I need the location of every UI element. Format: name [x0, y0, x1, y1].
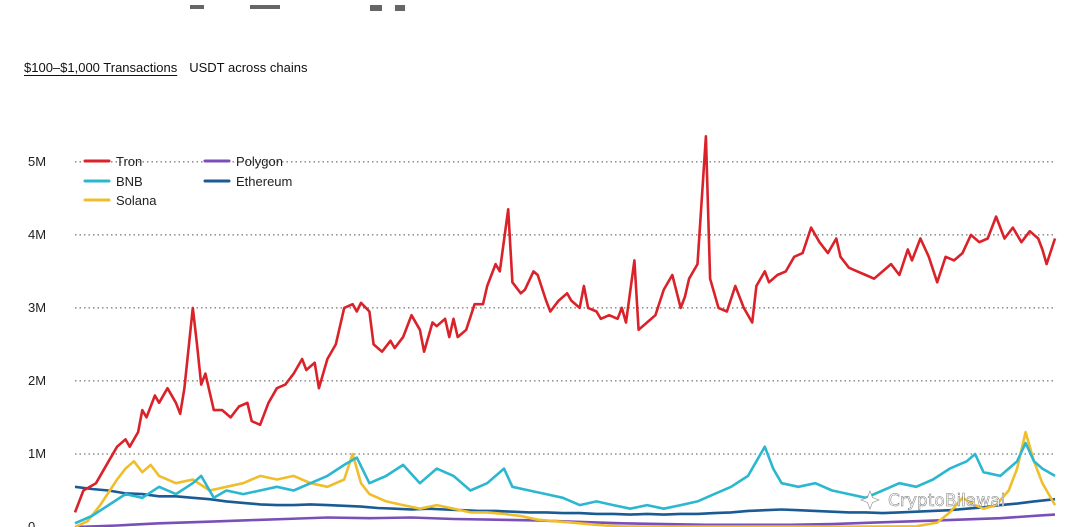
legend-label-ethereum: Ethereum	[236, 174, 292, 189]
y-tick-label: 2M	[28, 373, 46, 388]
legend-label-tron: Tron	[116, 154, 142, 169]
cropped-text-fragment	[190, 5, 405, 11]
transaction-range-tab[interactable]: $100–$1,000 Transactions	[24, 60, 178, 75]
chart-subtitle: USDT across chains	[189, 60, 308, 75]
watermark-text: CryptoBilawal	[888, 491, 1005, 511]
top-cropped-edge	[0, 0, 1075, 11]
y-tick-label: 3M	[28, 300, 46, 315]
legend-label-polygon: Polygon	[236, 154, 283, 169]
y-tick-label: 4M	[28, 227, 46, 242]
sparkle-icon	[860, 490, 880, 510]
chart-header: $100–$1,000 Transactions USDT across cha…	[24, 60, 307, 75]
gridlines: 0 1M 2M 3M 4M 5M	[28, 154, 1055, 527]
series-line-polygon	[74, 513, 1056, 527]
y-tick-label: 0	[28, 519, 35, 527]
legend: Tron BNB Solana Polygon Ethereum	[83, 154, 292, 208]
watermark: CryptoBilawal	[860, 490, 1006, 511]
y-tick-label: 1M	[28, 446, 46, 461]
legend-label-bnb: BNB	[116, 174, 143, 189]
y-tick-label: 5M	[28, 154, 46, 169]
series-line-solana	[74, 430, 1057, 527]
series-line-bnb	[74, 441, 1056, 525]
legend-label-solana: Solana	[116, 193, 157, 208]
series-line-tron	[73, 135, 1057, 513]
series-lines	[73, 135, 1057, 527]
series-line-ethereum	[74, 485, 1056, 516]
